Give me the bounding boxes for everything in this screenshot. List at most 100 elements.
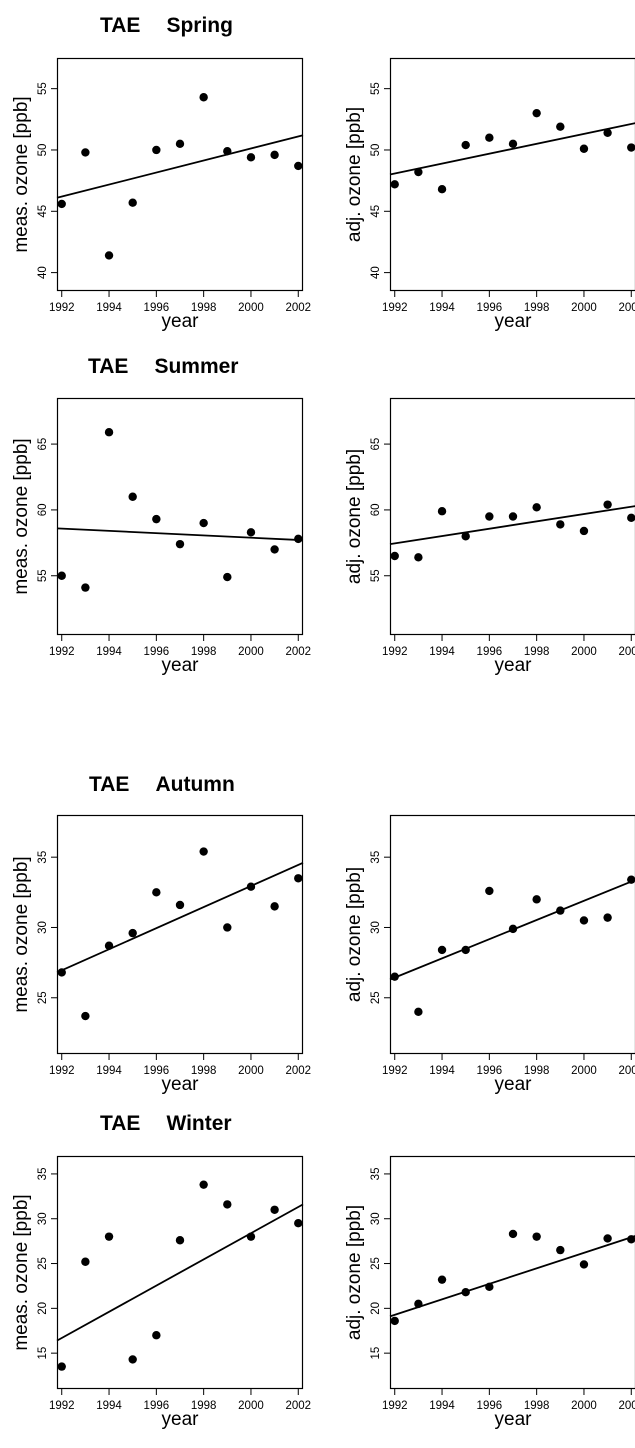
data-point: [57, 199, 66, 209]
x-tick-label: 1992: [49, 1065, 75, 1077]
x-tick-label: 2002: [618, 1400, 635, 1412]
data-point: [508, 924, 518, 934]
x-tick-label: 1994: [429, 1065, 455, 1077]
data-point: [175, 539, 185, 549]
x-tick-label: 2002: [618, 646, 635, 658]
data-point: [603, 128, 612, 138]
y-tick-label: 55: [370, 569, 382, 582]
chart-spring-adjusted: 1992 1994 1996 1998 2000 2002 year 40 45 50 55 adj.…: [344, 57, 635, 332]
x-tick-label: 1992: [382, 646, 408, 658]
y-tick-label: 55: [370, 82, 382, 95]
x-axis-label: year: [162, 311, 200, 332]
data-point: [270, 150, 279, 160]
x-axis-label: year: [162, 1409, 200, 1430]
x-tick-label: 1998: [524, 1065, 550, 1077]
x-tick-label: 2000: [571, 1400, 597, 1412]
x-tick-label: 1998: [524, 646, 550, 658]
y-tick-label: 25: [370, 1257, 382, 1270]
data-point: [579, 916, 589, 925]
plot-frame: [389, 814, 635, 1055]
data-point: [556, 906, 565, 915]
x-tick-label: 1992: [49, 302, 75, 314]
data-point: [57, 968, 66, 977]
x-tick-label: 1994: [96, 302, 122, 314]
x-tick-label: 1996: [477, 302, 503, 314]
data-point: [390, 551, 399, 561]
data-point: [414, 1007, 423, 1017]
data-point: [390, 180, 399, 189]
x-tick-label: 2000: [571, 302, 597, 314]
x-tick-label: 1996: [144, 1065, 170, 1077]
data-point: [294, 874, 303, 883]
chart-winter-measured: 1992 1994 1996 1998 2000 2002 year 15 20 25 30 35 me…: [11, 1155, 311, 1430]
data-point: [414, 167, 423, 177]
y-tick-label: 35: [37, 1168, 49, 1181]
data-point: [104, 428, 114, 437]
x-tick-label: 1998: [191, 646, 217, 658]
x-tick-label: 1992: [49, 646, 75, 658]
x-tick-label: 2000: [571, 1065, 597, 1077]
x-tick-label: 1996: [477, 1065, 503, 1077]
data-point: [104, 941, 114, 950]
x-tick-label: 1998: [191, 302, 217, 314]
x-tick-label: 2000: [238, 1065, 264, 1077]
plot-frame: [56, 57, 304, 292]
x-tick-label: 1994: [96, 1400, 122, 1412]
data-point: [57, 1362, 66, 1371]
x-tick-label: 1996: [477, 1400, 503, 1412]
data-point: [579, 1260, 589, 1269]
data-point: [128, 928, 137, 938]
data-point: [246, 1232, 256, 1241]
data-point: [508, 1229, 518, 1239]
data-point: [556, 520, 565, 529]
data-point: [152, 514, 161, 524]
y-tick-label: 60: [37, 504, 49, 517]
x-axis-label: year: [162, 655, 200, 676]
plot-frame: [389, 57, 635, 292]
trend-line: [389, 122, 635, 176]
block-title-winter: TAE Winter: [100, 1112, 232, 1136]
plot-frame: [389, 397, 635, 636]
data-point: [81, 583, 90, 592]
chart-summer-adjusted: 1992 1994 1996 1998 2000 2002 year 55 60 65 adj. o…: [344, 397, 635, 676]
y-tick-label: 20: [370, 1302, 382, 1315]
y-tick-label: 35: [37, 851, 49, 864]
data-point: [461, 532, 470, 541]
x-axis-label: year: [495, 655, 533, 676]
y-tick-label: 20: [37, 1302, 49, 1315]
plot-frame: [56, 397, 304, 636]
data-point: [223, 1200, 232, 1209]
trend-line: [56, 1203, 304, 1342]
x-axis-label: year: [495, 1074, 533, 1095]
data-point: [175, 139, 185, 149]
x-tick-label: 2000: [238, 646, 264, 658]
y-tick-label: 30: [37, 1212, 49, 1225]
data-point: [437, 945, 447, 955]
data-point: [627, 875, 635, 884]
y-tick-label: 25: [37, 1257, 49, 1270]
data-point: [485, 512, 494, 521]
x-axis-label: year: [162, 1074, 200, 1095]
data-point: [175, 900, 185, 910]
chart-summer-measured: 1992 1994 1996 1998 2000 2002 year 55 60 65 meas. …: [11, 397, 311, 676]
x-tick-label: 2002: [618, 1065, 635, 1077]
data-point: [57, 571, 66, 580]
block-title-autumn: TAE Autumn: [89, 773, 235, 797]
data-point: [603, 913, 612, 922]
data-point: [294, 1219, 303, 1228]
season-label: Winter: [166, 1112, 232, 1135]
data-point: [437, 1275, 447, 1284]
data-point: [603, 500, 612, 509]
data-point: [128, 492, 137, 501]
data-point: [294, 161, 303, 171]
data-point: [152, 145, 161, 155]
data-point: [390, 972, 399, 981]
chart-autumn-adjusted: 1992 1994 1996 1998 2000 2002 year 25 30 35 adj. o…: [344, 814, 635, 1095]
station-label: TAE: [88, 355, 129, 378]
data-point: [579, 526, 589, 536]
data-point: [104, 251, 114, 260]
data-point: [461, 140, 470, 150]
data-point: [437, 507, 447, 516]
y-axis-label: adj. ozone [ppb]: [344, 107, 365, 242]
